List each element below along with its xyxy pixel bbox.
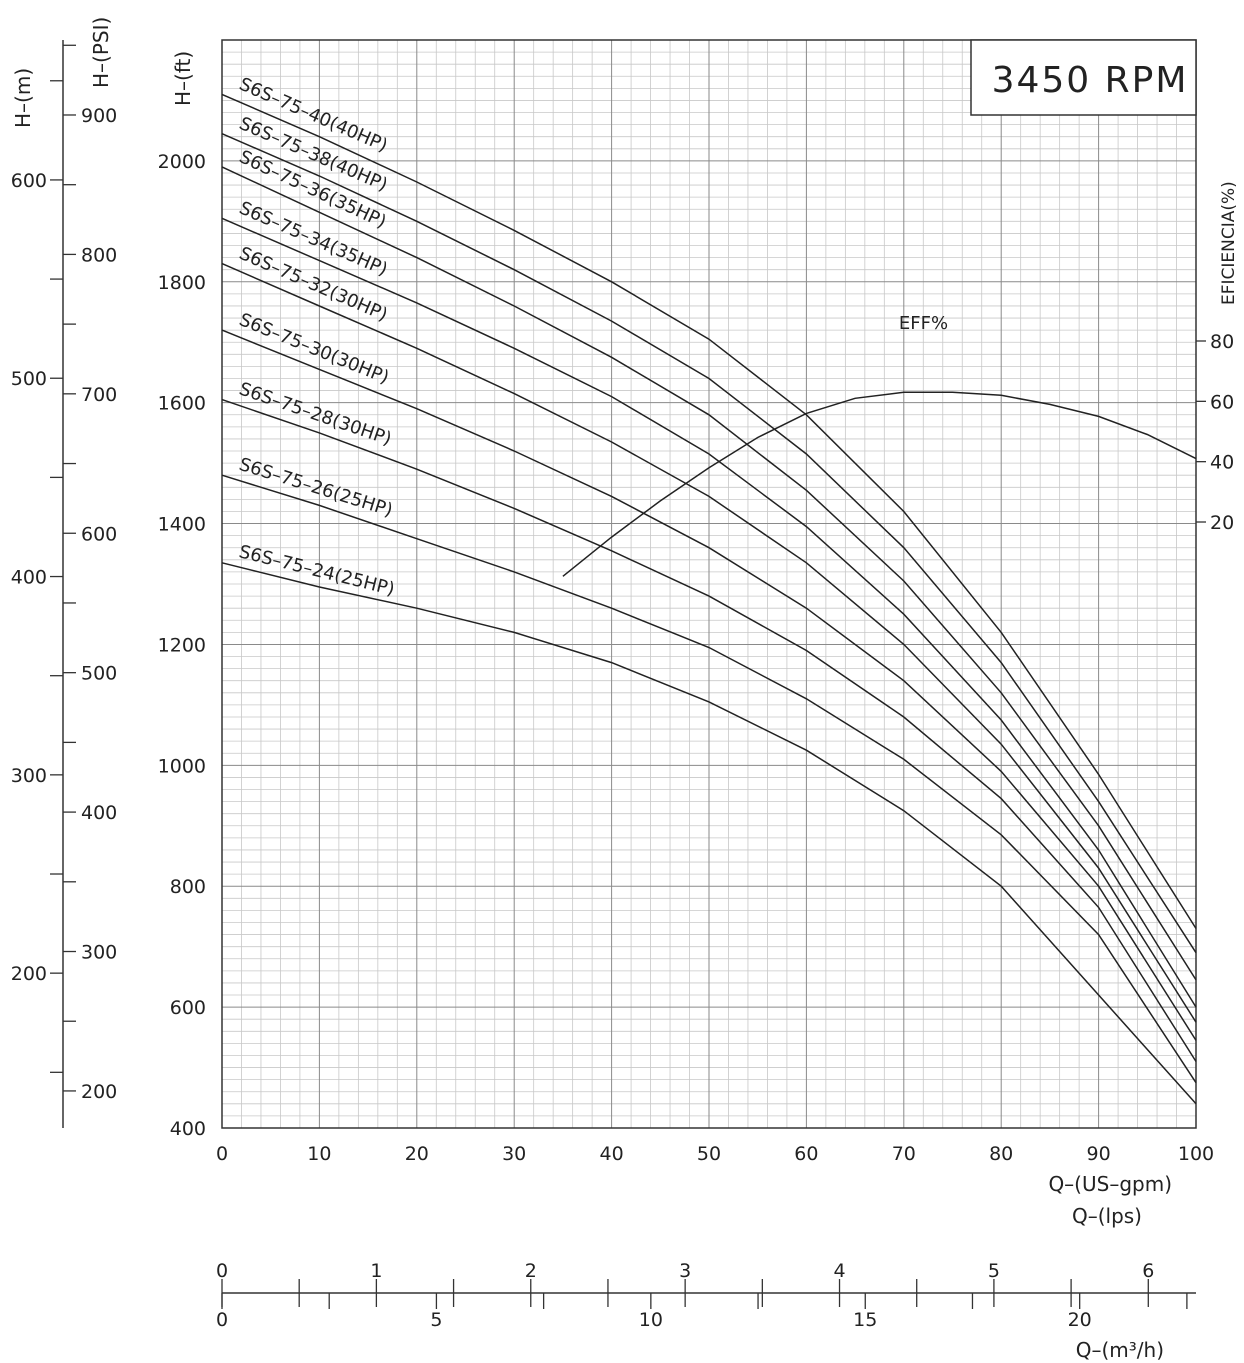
y-tick-label: 1000 [158,755,206,777]
lps-tick-label: 0 [216,1260,228,1282]
efficiency-curve-group: EFF% [562,313,1197,577]
pump-curve [221,133,1197,954]
x-tick-label: 100 [1178,1143,1214,1165]
psi-tick-label: 200 [81,1081,117,1103]
lps-tick-label: 3 [679,1260,691,1282]
eff-tick-label: 80 [1210,331,1234,353]
x-tick-label: 10 [307,1143,331,1165]
x-tick-label: 50 [697,1143,721,1165]
efficiency-axis: 20 40 60 80 [1196,331,1234,534]
psi-tick-label: 700 [81,384,117,406]
psi-tick-label: 900 [81,105,117,127]
y-axis-psi-title: H–(PSI) [89,17,113,88]
y-axis-psi: 200 300 400 500 600 700 800 900 [63,44,117,1103]
eff-tick-label: 60 [1210,391,1234,413]
y-axis-ft-title: H–(ft) [171,51,195,106]
pump-curve-labels: S6S–75–40(40HP)S6S–75–38(40HP)S6S–75–36(… [236,74,397,600]
pump-curve [221,562,1197,1105]
pump-curve [221,93,1197,929]
lps-tick-label: 2 [525,1260,537,1282]
y-tick-label: 1600 [158,393,206,415]
x-axis-m3h: 0 5 10 15 20 [216,1293,1188,1331]
pump-curves [221,93,1197,1105]
m-tick-label: 400 [11,567,47,589]
psi-tick-label: 800 [81,244,117,266]
eff-tick-label: 20 [1210,512,1234,534]
x-axis-lps-title: Q–(lps) [1072,1204,1142,1228]
rpm-label: 3450 RPM [992,60,1189,101]
m3h-tick-label: 5 [430,1309,442,1331]
x-tick-label: 70 [892,1143,916,1165]
y-tick-label: 800 [170,876,206,898]
plot-frame [221,39,1197,1129]
m3h-tick-label: 15 [853,1309,877,1331]
lps-tick-label: 5 [988,1260,1000,1282]
psi-tick-label: 300 [81,942,117,964]
x-tick-label: 20 [405,1143,429,1165]
y-tick-label: 1800 [158,272,206,294]
x-axis-gpm-title: Q–(US–gpm) [1048,1172,1172,1196]
x-axis-gpm: 0 10 20 30 40 50 60 70 80 90 100 [216,1143,1214,1165]
psi-tick-label: 400 [81,802,117,824]
pump-curve [221,398,1197,1062]
efficiency-curve [562,391,1197,577]
x-tick-label: 0 [216,1143,228,1165]
efficiency-axis-title: EFICIENCIA(%) [1219,181,1239,305]
lps-tick-label: 1 [370,1260,382,1282]
pump-curve [221,474,1197,1084]
pump-curve [221,166,1197,981]
efficiency-curve-label: EFF% [899,313,948,334]
rpm-box [970,39,1197,116]
m-tick-label: 500 [11,368,47,390]
m3h-tick-label: 0 [216,1309,228,1331]
m-tick-label: 600 [11,170,47,192]
y-tick-label: 1200 [158,634,206,656]
y-axis-ft: 400 600 800 1000 1200 1400 1600 1800 2000 [158,151,206,1140]
lps-tick-label: 4 [833,1260,845,1282]
x-tick-label: 80 [989,1143,1013,1165]
x-tick-label: 90 [1087,1143,1111,1165]
pump-curve-label: S6S–75–30(30HP) [236,309,392,388]
y-axis-m-title: H–(m) [11,68,35,128]
y-tick-label: 600 [170,997,206,1019]
lps-tick-label: 6 [1142,1260,1154,1282]
pump-curve [221,262,1197,1023]
y-axis-m: 200 300 400 500 600 [11,40,64,1128]
y-tick-label: 400 [170,1118,206,1140]
psi-tick-label: 600 [81,523,117,545]
x-tick-label: 40 [600,1143,624,1165]
x-tick-label: 60 [794,1143,818,1165]
x-axis-lps: 0 1 2 3 4 5 6 [216,1260,1196,1307]
y-tick-label: 2000 [158,151,206,173]
x-axis-m3h-title: Q–(m³/h) [1076,1338,1164,1362]
m3h-tick-label: 10 [639,1309,663,1331]
psi-tick-label: 500 [81,663,117,685]
y-tick-label: 1400 [158,514,206,536]
m-tick-label: 200 [11,963,47,985]
x-tick-label: 30 [502,1143,526,1165]
pump-curve [221,217,1197,1008]
pump-curve [221,329,1197,1041]
eff-tick-label: 40 [1210,452,1234,474]
m-tick-label: 300 [11,765,47,787]
m3h-tick-label: 20 [1068,1309,1092,1331]
